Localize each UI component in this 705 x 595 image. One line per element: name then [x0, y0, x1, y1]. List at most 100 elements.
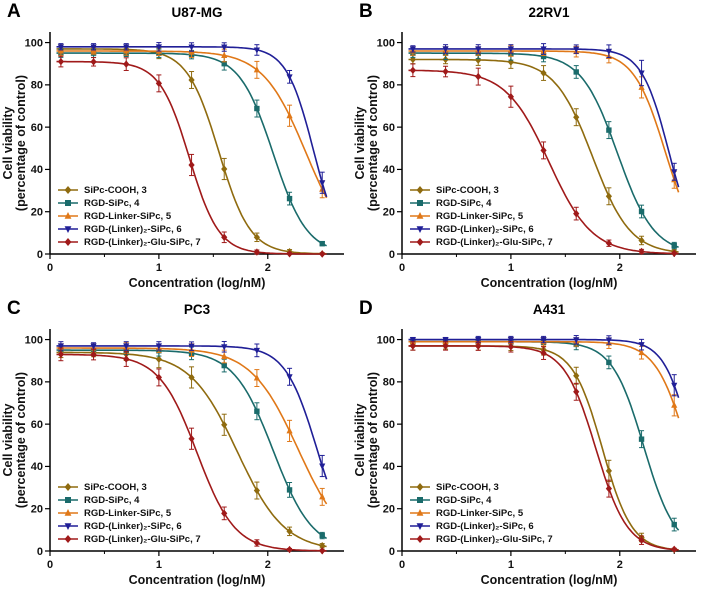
- svg-text:RGD-SiPc, 4: RGD-SiPc, 4: [436, 495, 492, 506]
- svg-text:SiPc-COOH, 3: SiPc-COOH, 3: [84, 185, 147, 196]
- panel-c-letter: C: [7, 298, 21, 319]
- svg-text:RGD-(Linker)₂-Glu-SiPc, 7: RGD-(Linker)₂-Glu-SiPc, 7: [436, 534, 553, 545]
- svg-text:1: 1: [508, 262, 514, 274]
- panel-a-title: U87-MG: [171, 5, 223, 20]
- svg-text:100: 100: [377, 37, 395, 49]
- svg-text:40: 40: [383, 461, 395, 473]
- svg-text:SiPc-COOH, 3: SiPc-COOH, 3: [84, 482, 147, 493]
- panel-a: A U87-MG 0 1 2 0 20 40 60 80 100 Concentration (l…: [0, 0, 352, 297]
- svg-text:RGD-Linker-SiPc, 5: RGD-Linker-SiPc, 5: [84, 211, 172, 222]
- legend: SiPc-COOH, 3 RGD-SiPc, 4 RGD-Linker-SiPc, …: [410, 482, 553, 545]
- svg-text:Cell viability: Cell viability: [1, 403, 15, 476]
- panel-b-letter: B: [359, 1, 373, 22]
- svg-text:0: 0: [37, 249, 43, 261]
- svg-text:80: 80: [383, 377, 395, 389]
- svg-text:0: 0: [47, 262, 53, 274]
- series-5: [56, 55, 327, 258]
- svg-text:0: 0: [399, 262, 405, 274]
- legend: SiPc-COOH, 3 RGD-SiPc, 4 RGD-Linker-SiPc, …: [58, 482, 201, 545]
- svg-text:0: 0: [389, 249, 395, 261]
- series-4: [56, 42, 328, 198]
- panel-d-title: A431: [532, 302, 566, 317]
- svg-text:100: 100: [25, 334, 43, 346]
- svg-text:1: 1: [508, 559, 514, 571]
- svg-text:Concentration (log/nM): Concentration (log/nM): [481, 573, 618, 587]
- svg-text:SiPc-COOH, 3: SiPc-COOH, 3: [436, 185, 499, 196]
- svg-text:Concentration (log/nM): Concentration (log/nM): [129, 276, 266, 290]
- svg-text:SiPc-COOH, 3: SiPc-COOH, 3: [436, 482, 499, 493]
- svg-text:RGD-Linker-SiPc, 5: RGD-Linker-SiPc, 5: [436, 211, 524, 222]
- svg-text:40: 40: [383, 164, 395, 176]
- svg-text:RGD-(Linker)₂-SiPc, 6: RGD-(Linker)₂-SiPc, 6: [436, 224, 534, 235]
- svg-text:2: 2: [265, 262, 271, 274]
- svg-text:2: 2: [617, 262, 623, 274]
- svg-text:20: 20: [31, 504, 43, 516]
- svg-text:1: 1: [156, 559, 162, 571]
- svg-text:RGD-(Linker)₂-Glu-SiPc, 7: RGD-(Linker)₂-Glu-SiPc, 7: [84, 534, 201, 545]
- svg-text:20: 20: [383, 207, 395, 219]
- legend: SiPc-COOH, 3 RGD-SiPc, 4 RGD-Linker-SiPc, …: [410, 185, 553, 248]
- svg-text:60: 60: [383, 122, 395, 134]
- svg-text:(percentage of control): (percentage of control): [14, 75, 28, 211]
- panel-a-header: A U87-MG: [0, 0, 352, 24]
- svg-text:60: 60: [383, 419, 395, 431]
- panel-b-title: 22RV1: [528, 5, 570, 20]
- svg-text:RGD-(Linker)₂-SiPc, 6: RGD-(Linker)₂-SiPc, 6: [436, 521, 534, 532]
- svg-text:(percentage of control): (percentage of control): [366, 372, 380, 508]
- svg-text:0: 0: [389, 546, 395, 558]
- svg-text:60: 60: [31, 419, 43, 431]
- svg-text:RGD-SiPc, 4: RGD-SiPc, 4: [84, 495, 140, 506]
- svg-text:1: 1: [156, 262, 162, 274]
- svg-text:80: 80: [31, 80, 43, 92]
- svg-text:RGD-(Linker)₂-SiPc, 6: RGD-(Linker)₂-SiPc, 6: [84, 224, 182, 235]
- svg-text:RGD-(Linker)₂-Glu-SiPc, 7: RGD-(Linker)₂-Glu-SiPc, 7: [84, 237, 201, 248]
- svg-text:(percentage of control): (percentage of control): [366, 75, 380, 211]
- svg-text:100: 100: [377, 334, 395, 346]
- panel-d: D A431 0 1 2 0 20 40 60 80 100 Concentration (log…: [352, 297, 705, 595]
- svg-text:40: 40: [31, 461, 43, 473]
- svg-text:RGD-(Linker)₂-SiPc, 6: RGD-(Linker)₂-SiPc, 6: [84, 521, 182, 532]
- panel-a-letter: A: [7, 1, 21, 22]
- svg-text:20: 20: [383, 504, 395, 516]
- panel-c-header: C PC3: [0, 297, 352, 321]
- panel-c-title: PC3: [183, 302, 211, 317]
- svg-text:RGD-Linker-SiPc, 5: RGD-Linker-SiPc, 5: [84, 508, 172, 519]
- svg-text:RGD-Linker-SiPc, 5: RGD-Linker-SiPc, 5: [436, 508, 524, 519]
- svg-text:2: 2: [617, 559, 623, 571]
- svg-text:RGD-SiPc, 4: RGD-SiPc, 4: [84, 198, 140, 209]
- panel-c: C PC3 0 1 2 0 20 40 60 80 100 Concentration (log/…: [0, 297, 352, 595]
- legend: SiPc-COOH, 3 RGD-SiPc, 4 RGD-Linker-SiPc, …: [58, 185, 201, 248]
- svg-text:RGD-(Linker)₂-Glu-SiPc, 7: RGD-(Linker)₂-Glu-SiPc, 7: [436, 237, 553, 248]
- svg-text:Concentration (log/nM): Concentration (log/nM): [481, 276, 618, 290]
- svg-text:(percentage of control): (percentage of control): [14, 372, 28, 508]
- panel-b: B 22RV1 0 1 2 0 20 40 60 80 100 Concentration (lo…: [352, 0, 705, 297]
- panel-d-letter: D: [359, 298, 373, 319]
- svg-text:Concentration (log/nM): Concentration (log/nM): [129, 573, 266, 587]
- svg-text:Cell viability: Cell viability: [353, 403, 367, 476]
- series-5: [56, 347, 327, 555]
- svg-text:40: 40: [31, 164, 43, 176]
- svg-text:20: 20: [31, 207, 43, 219]
- series-4: [56, 340, 328, 480]
- svg-text:0: 0: [37, 546, 43, 558]
- series-5: [408, 340, 679, 554]
- series-5: [408, 63, 679, 258]
- panel-b-header: B 22RV1: [352, 0, 705, 24]
- svg-text:60: 60: [31, 122, 43, 134]
- svg-text:RGD-SiPc, 4: RGD-SiPc, 4: [436, 198, 492, 209]
- svg-text:80: 80: [383, 80, 395, 92]
- series-4: [408, 43, 680, 188]
- svg-text:Cell viability: Cell viability: [353, 106, 367, 179]
- panel-d-header: D A431: [352, 297, 705, 321]
- svg-text:100: 100: [25, 37, 43, 49]
- svg-text:Cell viability: Cell viability: [1, 106, 15, 179]
- svg-text:0: 0: [399, 559, 405, 571]
